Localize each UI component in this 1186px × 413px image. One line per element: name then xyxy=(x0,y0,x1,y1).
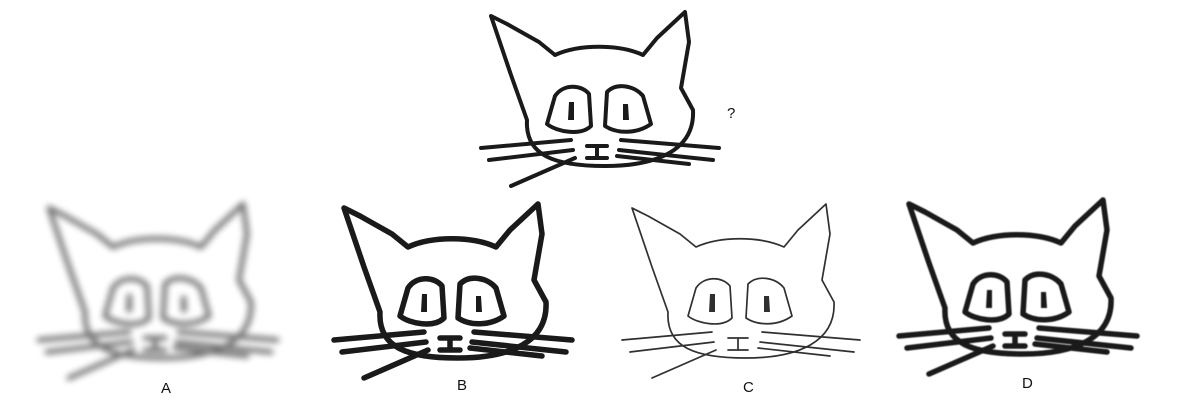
option-b-label: B xyxy=(457,377,468,394)
option-d-label: D xyxy=(1022,375,1033,392)
option-a-label: A xyxy=(161,380,172,397)
option-d-cat-face-icon[interactable] xyxy=(898,196,1138,376)
option-a-cat-face-icon[interactable] xyxy=(38,200,278,380)
option-b-cat-face-icon[interactable] xyxy=(333,200,573,380)
question-mark: ? xyxy=(727,105,736,122)
option-c-label: C xyxy=(743,379,754,396)
question-cat-face-icon xyxy=(480,11,720,187)
option-c-cat-face-icon[interactable] xyxy=(621,200,861,380)
